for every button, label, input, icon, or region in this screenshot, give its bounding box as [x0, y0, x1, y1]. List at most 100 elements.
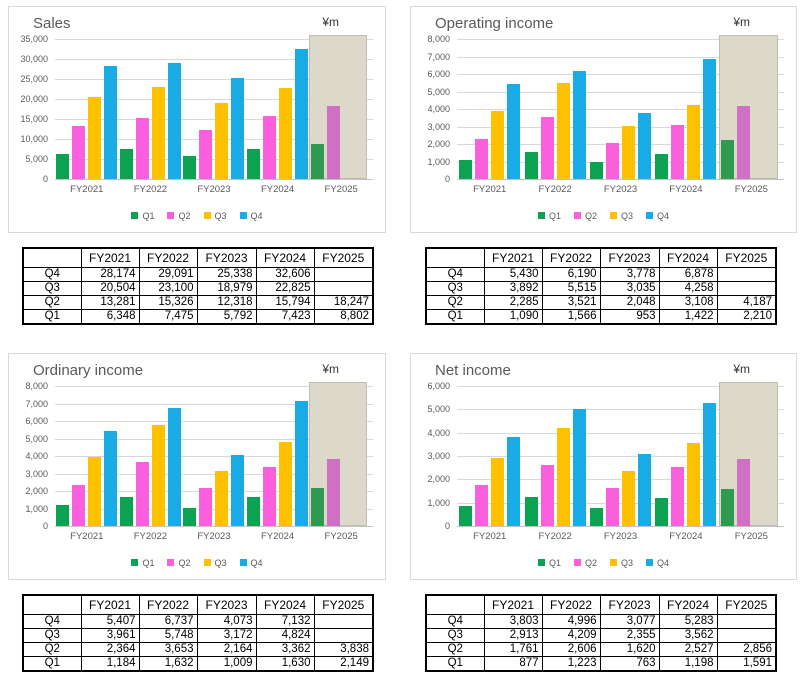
value-cell-q2-fy2023[interactable]: 1,620 — [599, 642, 660, 657]
value-cell-q3-fy2025[interactable] — [313, 281, 374, 296]
table-header-cell-fy2024[interactable]: FY2024 — [658, 594, 718, 615]
value-cell-q4-fy2024[interactable]: 6,878 — [658, 267, 718, 282]
value-cell-q2-fy2025[interactable]: 2,856 — [716, 642, 777, 657]
table-header-cell-fy2025[interactable]: FY2025 — [313, 594, 374, 615]
value-cell-q3-fy2021[interactable]: 20,504 — [80, 281, 140, 296]
value-cell-q3-fy2025[interactable] — [716, 628, 777, 643]
value-cell-q1-fy2022[interactable]: 7,475 — [138, 309, 198, 325]
value-cell-q1-fy2024[interactable]: 1,422 — [658, 309, 718, 325]
table-header-cell-fy2024[interactable]: FY2024 — [658, 247, 718, 268]
value-cell-q4-fy2023[interactable]: 4,073 — [196, 614, 257, 629]
value-cell-q1-fy2023[interactable]: 1,009 — [196, 656, 257, 672]
table-corner-cell[interactable] — [22, 594, 82, 615]
value-cell-q3-fy2022[interactable]: 4,209 — [541, 628, 601, 643]
value-cell-q4-fy2025[interactable] — [313, 267, 374, 282]
value-cell-q4-fy2025[interactable] — [716, 614, 777, 629]
value-cell-q3-fy2024[interactable]: 4,824 — [255, 628, 315, 643]
table-header-cell-fy2023[interactable]: FY2023 — [599, 594, 660, 615]
value-cell-q1-fy2025[interactable]: 2,149 — [313, 656, 374, 672]
value-cell-q4-fy2022[interactable]: 6,190 — [541, 267, 601, 282]
table-corner-cell[interactable] — [22, 247, 82, 268]
table-header-cell-fy2025[interactable]: FY2025 — [716, 247, 777, 268]
value-cell-q2-fy2022[interactable]: 15,326 — [138, 295, 198, 310]
table-header-cell-fy2021[interactable]: FY2021 — [483, 594, 543, 615]
table-header-cell-fy2021[interactable]: FY2021 — [483, 247, 543, 268]
value-cell-q1-fy2021[interactable]: 877 — [483, 656, 543, 672]
value-cell-q3-fy2024[interactable]: 3,562 — [658, 628, 718, 643]
value-cell-q3-fy2021[interactable]: 3,892 — [483, 281, 543, 296]
chart-panel-net-income[interactable]: Net income ¥m 0 1,000 2,000 3,000 4,000 5,000 6,… — [410, 353, 797, 580]
row-label-cell-q2[interactable]: Q2 — [425, 295, 485, 310]
row-label-cell-q1[interactable]: Q1 — [22, 656, 82, 672]
value-cell-q4-fy2024[interactable]: 7,132 — [255, 614, 315, 629]
value-cell-q2-fy2025[interactable]: 18,247 — [313, 295, 374, 310]
value-cell-q2-fy2024[interactable]: 3,108 — [658, 295, 718, 310]
row-label-cell-q3[interactable]: Q3 — [22, 281, 82, 296]
value-cell-q1-fy2024[interactable]: 1,198 — [658, 656, 718, 672]
row-label-cell-q4[interactable]: Q4 — [425, 267, 485, 282]
value-cell-q4-fy2025[interactable] — [313, 614, 374, 629]
chart-panel-operating-income[interactable]: Operating income ¥m 0 1,000 2,000 3,000 4,000 5… — [410, 6, 797, 233]
row-label-cell-q2[interactable]: Q2 — [22, 642, 82, 657]
value-cell-q1-fy2021[interactable]: 6,348 — [80, 309, 140, 325]
table-header-cell-fy2023[interactable]: FY2023 — [196, 247, 257, 268]
value-cell-q4-fy2021[interactable]: 5,430 — [483, 267, 543, 282]
value-cell-q1-fy2023[interactable]: 763 — [599, 656, 660, 672]
value-cell-q3-fy2021[interactable]: 3,961 — [80, 628, 140, 643]
row-label-cell-q4[interactable]: Q4 — [22, 267, 82, 282]
value-cell-q2-fy2021[interactable]: 1,761 — [483, 642, 543, 657]
value-cell-q4-fy2024[interactable]: 5,283 — [658, 614, 718, 629]
value-cell-q2-fy2023[interactable]: 2,048 — [599, 295, 660, 310]
value-cell-q4-fy2023[interactable]: 3,077 — [599, 614, 660, 629]
value-cell-q3-fy2022[interactable]: 23,100 — [138, 281, 198, 296]
value-cell-q3-fy2021[interactable]: 2,913 — [483, 628, 543, 643]
value-cell-q3-fy2023[interactable]: 3,172 — [196, 628, 257, 643]
value-cell-q2-fy2022[interactable]: 2,606 — [541, 642, 601, 657]
value-cell-q4-fy2025[interactable] — [716, 267, 777, 282]
table-header-cell-fy2022[interactable]: FY2022 — [541, 247, 601, 268]
value-cell-q2-fy2023[interactable]: 12,318 — [196, 295, 257, 310]
value-cell-q2-fy2021[interactable]: 2,285 — [483, 295, 543, 310]
row-label-cell-q1[interactable]: Q1 — [22, 309, 82, 325]
value-cell-q4-fy2023[interactable]: 3,778 — [599, 267, 660, 282]
table-header-cell-fy2021[interactable]: FY2021 — [80, 247, 140, 268]
value-cell-q3-fy2025[interactable] — [313, 628, 374, 643]
value-cell-q2-fy2025[interactable]: 4,187 — [716, 295, 777, 310]
row-label-cell-q4[interactable]: Q4 — [425, 614, 485, 629]
value-cell-q1-fy2022[interactable]: 1,223 — [541, 656, 601, 672]
value-cell-q4-fy2021[interactable]: 3,803 — [483, 614, 543, 629]
table-header-cell-fy2023[interactable]: FY2023 — [196, 594, 257, 615]
value-cell-q2-fy2025[interactable]: 3,838 — [313, 642, 374, 657]
value-cell-q3-fy2024[interactable]: 22,825 — [255, 281, 315, 296]
value-cell-q2-fy2024[interactable]: 15,794 — [255, 295, 315, 310]
row-label-cell-q2[interactable]: Q2 — [425, 642, 485, 657]
value-cell-q1-fy2021[interactable]: 1,184 — [80, 656, 140, 672]
row-label-cell-q2[interactable]: Q2 — [22, 295, 82, 310]
value-cell-q3-fy2023[interactable]: 18,979 — [196, 281, 257, 296]
value-cell-q1-fy2024[interactable]: 7,423 — [255, 309, 315, 325]
row-label-cell-q1[interactable]: Q1 — [425, 656, 485, 672]
value-cell-q1-fy2024[interactable]: 1,630 — [255, 656, 315, 672]
value-cell-q3-fy2022[interactable]: 5,515 — [541, 281, 601, 296]
value-cell-q1-fy2022[interactable]: 1,632 — [138, 656, 198, 672]
row-label-cell-q1[interactable]: Q1 — [425, 309, 485, 325]
chart-panel-ordinary-income[interactable]: Ordinary income ¥m 0 1,000 2,000 3,000 4,000 5,… — [8, 353, 386, 580]
value-cell-q1-fy2025[interactable]: 2,210 — [716, 309, 777, 325]
table-header-cell-fy2025[interactable]: FY2025 — [313, 247, 374, 268]
table-header-cell-fy2024[interactable]: FY2024 — [255, 247, 315, 268]
table-corner-cell[interactable] — [425, 594, 485, 615]
table-header-cell-fy2022[interactable]: FY2022 — [138, 594, 198, 615]
value-cell-q3-fy2023[interactable]: 3,035 — [599, 281, 660, 296]
value-cell-q2-fy2021[interactable]: 2,364 — [80, 642, 140, 657]
value-cell-q1-fy2023[interactable]: 953 — [599, 309, 660, 325]
value-cell-q1-fy2025[interactable]: 8,802 — [313, 309, 374, 325]
value-cell-q4-fy2021[interactable]: 28,174 — [80, 267, 140, 282]
value-cell-q1-fy2025[interactable]: 1,591 — [716, 656, 777, 672]
row-label-cell-q4[interactable]: Q4 — [22, 614, 82, 629]
table-header-cell-fy2022[interactable]: FY2022 — [541, 594, 601, 615]
value-cell-q1-fy2021[interactable]: 1,090 — [483, 309, 543, 325]
value-cell-q2-fy2023[interactable]: 2,164 — [196, 642, 257, 657]
value-cell-q2-fy2022[interactable]: 3,653 — [138, 642, 198, 657]
table-header-cell-fy2023[interactable]: FY2023 — [599, 247, 660, 268]
table-header-cell-fy2025[interactable]: FY2025 — [716, 594, 777, 615]
